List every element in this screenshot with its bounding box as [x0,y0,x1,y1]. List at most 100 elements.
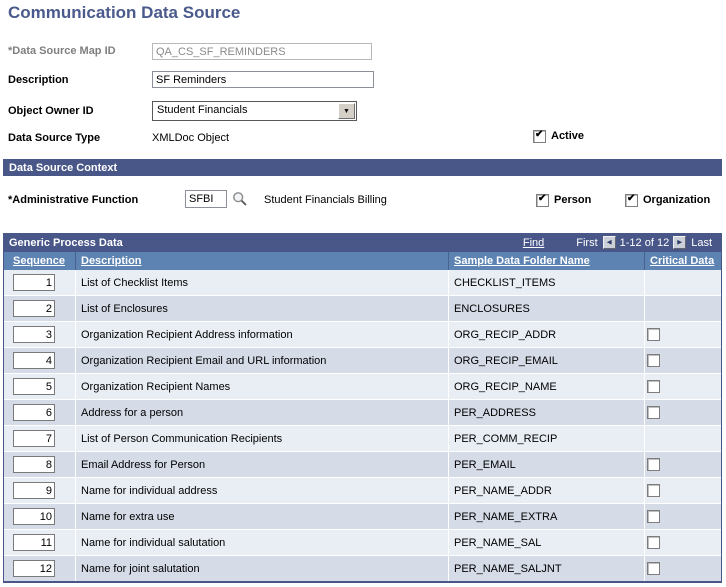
row-description: List of Person Communication Recipients [76,426,449,451]
row-folder-name: ENCLOSURES [449,296,645,321]
row-folder-name: PER_NAME_SALJNT [449,556,645,581]
table-row: Organization Recipient Names ORG_RECIP_N… [4,374,721,400]
data-source-type-value: XMLDoc Object [152,132,230,144]
row-folder-name: ORG_RECIP_NAME [449,374,645,399]
table-row: Name for individual salutation PER_NAME_… [4,530,721,556]
row-description: Organization Recipient Email and URL inf… [76,348,449,373]
table-row: List of Enclosures ENCLOSURES [4,296,721,322]
previous-page-button[interactable]: ◄ [602,236,616,249]
row-folder-name: ORG_RECIP_ADDR [449,322,645,347]
object-owner-id-select[interactable]: Student Financials ▼ [152,101,357,121]
administrative-function-description: Student Financials Billing [264,194,387,206]
table-row: List of Person Communication Recipients … [4,426,721,452]
column-header-sequence[interactable]: Sequence [4,252,76,270]
data-source-context-title: Data Source Context [9,161,118,174]
first-label[interactable]: First [576,236,598,249]
critical-data-checkbox[interactable] [647,510,660,523]
generic-process-data-grid: Generic Process Data Find First ◄ 1-12 o… [3,233,722,583]
organization-checkbox-label: Organization [643,194,711,206]
row-description: Email Address for Person [76,452,449,477]
row-folder-name: PER_ADDRESS [449,400,645,425]
administrative-function-label: *Administrative Function [8,194,139,206]
dropdown-button[interactable]: ▼ [338,103,355,119]
object-owner-id-label: Object Owner ID [8,105,94,117]
description-input[interactable] [152,71,374,88]
table-row: Name for individual address PER_NAME_ADD… [4,478,721,504]
organization-checkbox[interactable] [625,193,638,207]
row-description: Name for extra use [76,504,449,529]
column-header-critical-data[interactable]: Critical Data [650,255,715,267]
sequence-input[interactable] [13,508,55,525]
sequence-input[interactable] [13,560,55,577]
generic-process-data-bar: Generic Process Data Find First ◄ 1-12 o… [3,233,722,252]
arrow-left-icon: ◄ [605,237,614,246]
table-row: Email Address for Person PER_EMAIL [4,452,721,478]
grid-navigation: Find First ◄ 1-12 of 12 ► Last [523,236,716,249]
sequence-input[interactable] [13,430,55,447]
sequence-input[interactable] [13,326,55,343]
data-source-type-label: Data Source Type [8,132,101,144]
critical-data-checkbox[interactable] [647,328,660,341]
critical-data-checkbox[interactable] [647,562,660,575]
critical-data-checkbox[interactable] [647,354,660,367]
sequence-input[interactable] [13,274,55,291]
row-folder-name: ORG_RECIP_EMAIL [449,348,645,373]
row-description: Name for joint salutation [76,556,449,581]
row-description: List of Checklist Items [76,270,449,295]
active-checkbox-label: Active [551,130,585,142]
sequence-input[interactable] [13,482,55,499]
row-description: Name for individual salutation [76,530,449,555]
sequence-input[interactable] [13,378,55,395]
description-label: Description [8,74,69,86]
next-page-button[interactable]: ► [673,236,687,249]
data-source-context-bar: Data Source Context [3,159,722,176]
sequence-input[interactable] [13,404,55,421]
sequence-input[interactable] [13,300,55,317]
row-description: List of Enclosures [76,296,449,321]
row-folder-name: CHECKLIST_ITEMS [449,270,645,295]
table-row: Name for extra use PER_NAME_EXTRA [4,504,721,530]
row-folder-name: PER_COMM_RECIP [449,426,645,451]
table-row: List of Checklist Items CHECKLIST_ITEMS [4,270,721,296]
object-owner-id-value: Student Financials [157,104,248,116]
find-link[interactable]: Find [522,236,545,249]
table-row: Address for a person PER_ADDRESS [4,400,721,426]
data-source-map-id-label: *Data Source Map ID [8,45,116,57]
sequence-input[interactable] [13,534,55,551]
column-header-description[interactable]: Description [76,252,449,270]
row-folder-name: PER_NAME_SAL [449,530,645,555]
row-range-label: 1-12 of 12 [619,236,670,249]
row-folder-name: PER_NAME_ADDR [449,478,645,503]
lookup-magnifier-icon[interactable] [232,191,248,207]
column-header-sample-data-folder-name[interactable]: Sample Data Folder Name [449,252,645,270]
row-description: Address for a person [76,400,449,425]
critical-data-checkbox[interactable] [647,458,660,471]
page-title: Communication Data Source [8,3,241,22]
critical-data-checkbox[interactable] [647,406,660,419]
critical-data-checkbox[interactable] [647,380,660,393]
row-folder-name: PER_EMAIL [449,452,645,477]
critical-data-checkbox[interactable] [647,536,660,549]
sequence-input[interactable] [13,352,55,369]
person-checkbox[interactable] [536,193,549,207]
data-source-map-id-input[interactable] [152,43,372,60]
table-row: Name for joint salutation PER_NAME_SALJN… [4,556,721,581]
sequence-input[interactable] [13,456,55,473]
chevron-down-icon: ▼ [343,107,350,115]
active-checkbox[interactable] [533,129,546,143]
table-row: Organization Recipient Address informati… [4,322,721,348]
row-folder-name: PER_NAME_EXTRA [449,504,645,529]
grid-header-row: Sequence Description Sample Data Folder … [4,252,721,270]
arrow-right-icon: ► [675,237,684,246]
table-row: Organization Recipient Email and URL inf… [4,348,721,374]
critical-data-checkbox[interactable] [647,484,660,497]
row-description: Name for individual address [76,478,449,503]
row-description: Organization Recipient Address informati… [76,322,449,347]
generic-process-data-title: Generic Process Data [9,236,123,249]
grid-frame: Sequence Description Sample Data Folder … [3,252,722,583]
person-checkbox-label: Person [554,194,592,206]
administrative-function-input[interactable] [185,190,227,208]
last-label[interactable]: Last [691,236,712,249]
row-description: Organization Recipient Names [76,374,449,399]
